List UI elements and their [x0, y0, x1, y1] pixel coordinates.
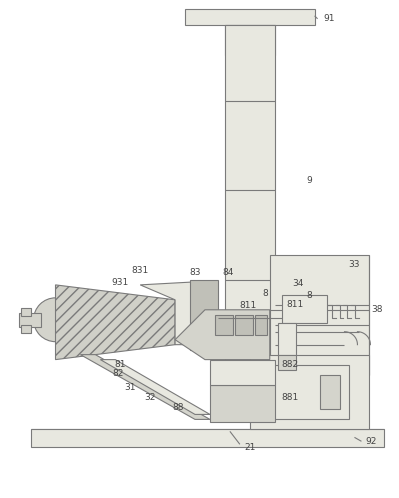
Text: 82: 82: [113, 369, 124, 378]
Text: 84: 84: [222, 268, 233, 277]
Bar: [250, 355, 369, 429]
Bar: [190, 280, 218, 350]
Text: 31: 31: [124, 383, 136, 392]
Text: 91: 91: [324, 14, 335, 23]
Polygon shape: [100, 360, 210, 414]
Text: 811: 811: [239, 301, 257, 310]
Text: 92: 92: [366, 437, 377, 446]
Polygon shape: [55, 285, 175, 360]
Bar: [282, 295, 326, 323]
Bar: [270, 255, 369, 374]
Text: 8: 8: [262, 289, 268, 298]
Bar: [210, 360, 275, 384]
Text: 88: 88: [172, 403, 184, 412]
Text: 9: 9: [307, 176, 312, 185]
Text: 38: 38: [371, 305, 383, 314]
Text: 32: 32: [144, 393, 156, 402]
Bar: [21, 308, 31, 316]
Bar: [320, 374, 340, 409]
Bar: [225, 25, 275, 373]
Bar: [225, 25, 275, 55]
Text: 34: 34: [292, 279, 303, 288]
Text: 811: 811: [286, 300, 303, 309]
Bar: [215, 315, 233, 335]
Text: 21: 21: [244, 443, 255, 452]
Polygon shape: [140, 282, 195, 345]
Bar: [19, 313, 41, 327]
Text: 81: 81: [115, 360, 126, 369]
Bar: [278, 323, 296, 355]
Bar: [210, 384, 275, 422]
Text: 882: 882: [281, 360, 298, 369]
Polygon shape: [175, 310, 270, 360]
Bar: [235, 315, 253, 335]
Bar: [265, 365, 350, 419]
Polygon shape: [81, 355, 210, 419]
Circle shape: [34, 298, 77, 342]
Text: 8: 8: [307, 291, 312, 300]
Bar: [278, 355, 296, 370]
Text: 931: 931: [112, 278, 129, 287]
Bar: [185, 9, 314, 25]
Bar: [31, 429, 384, 447]
Text: 881: 881: [281, 393, 298, 402]
Text: 83: 83: [189, 268, 201, 277]
Text: 831: 831: [132, 266, 149, 275]
Bar: [255, 315, 267, 335]
Text: 33: 33: [349, 260, 360, 269]
Bar: [21, 325, 31, 333]
